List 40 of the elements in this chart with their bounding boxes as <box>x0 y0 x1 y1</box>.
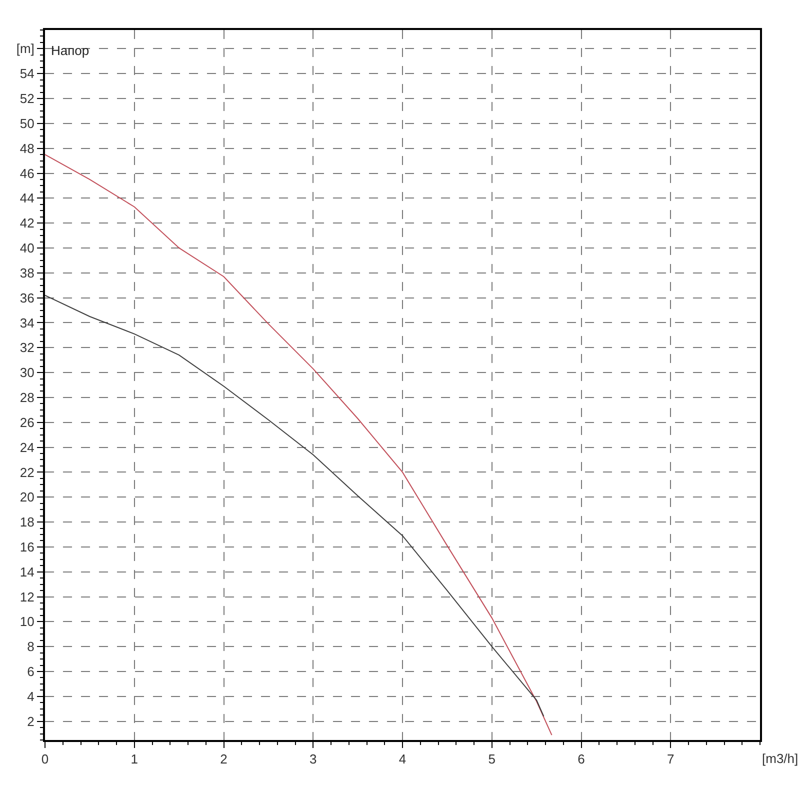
y-tick-label: 10 <box>20 614 34 630</box>
y-tick-label: 50 <box>20 116 34 131</box>
x-tick-label: 1 <box>130 752 138 767</box>
y-tick-label: 32 <box>20 340 34 356</box>
y-tick-label: 30 <box>20 365 34 380</box>
y-tick-label: 22 <box>20 464 34 480</box>
y-tick-label: 48 <box>20 140 34 156</box>
y-tick-label: 28 <box>20 390 34 406</box>
y-tick-label: 36 <box>20 290 34 306</box>
y-tick-label: 42 <box>20 216 34 231</box>
line-series <box>45 154 552 736</box>
y-tick-label: 14 <box>20 564 34 580</box>
y-tick-label: 40 <box>20 240 34 256</box>
x-tick-label: 3 <box>310 752 317 767</box>
y-tick-label: 20 <box>20 490 34 505</box>
y-tick-label: 26 <box>20 414 34 430</box>
y-tick-label: 12 <box>20 589 34 604</box>
x-tick-label: 6 <box>578 752 585 767</box>
y-tick-label: 52 <box>20 91 34 106</box>
x-tick-label: 4 <box>398 752 406 767</box>
x-tick-label: 7 <box>667 752 674 767</box>
y-tick-label: 24 <box>20 440 34 455</box>
y-tick-label: 54 <box>20 66 34 82</box>
y-tick-label: 16 <box>20 539 34 554</box>
y-tick-label: 38 <box>20 265 34 280</box>
annotation: Напор <box>51 43 90 58</box>
y-tick-label: 18 <box>20 514 34 530</box>
y-tick-label: 46 <box>20 166 34 181</box>
y-tick-label: [m] <box>16 41 34 56</box>
y-tick-label: 8 <box>27 639 34 654</box>
y-tick-label: 34 <box>20 315 34 330</box>
line-series <box>45 294 544 717</box>
y-tick-label: 44 <box>20 190 34 206</box>
x-tick-label: 2 <box>220 752 228 767</box>
x-tick-label: 5 <box>488 752 496 767</box>
y-tick-label: 2 <box>27 714 34 729</box>
x-tick-label: 0 <box>41 752 49 767</box>
x-axis-title: [m3/h] <box>762 751 798 766</box>
y-tick-label: 6 <box>27 664 34 680</box>
y-tick-label: 4 <box>27 688 34 704</box>
